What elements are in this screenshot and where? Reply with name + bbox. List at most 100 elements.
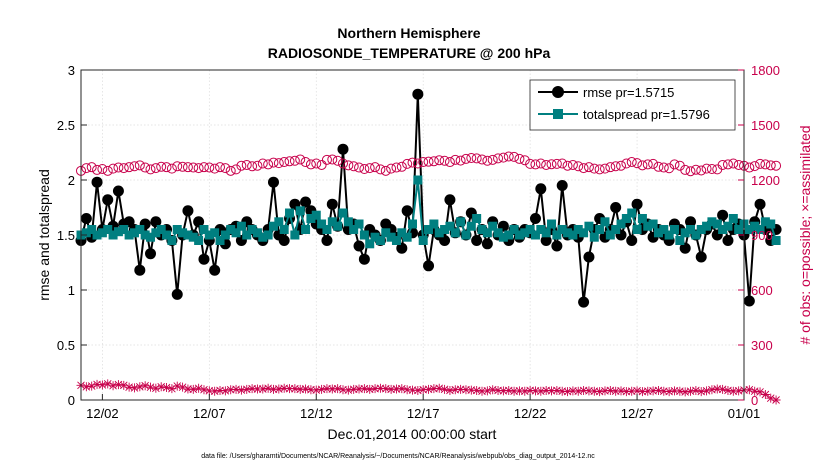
possible-obs-point [690, 164, 701, 175]
possible-obs-point [749, 161, 760, 172]
series-possible [76, 151, 782, 177]
totalspread-point [696, 225, 706, 234]
assimilated-obs-point [477, 386, 487, 396]
possible-obs-point [621, 158, 632, 169]
totalspread-point [563, 228, 573, 238]
assimilated-obs-point [675, 386, 685, 396]
totalspread-point [97, 228, 107, 238]
possible-obs-point [343, 160, 354, 171]
assimilated-obs-point [413, 385, 423, 395]
totalspread-point [675, 236, 685, 245]
assimilated-obs-point [637, 387, 647, 397]
rmse-point [695, 251, 707, 263]
assimilated-obs-point [113, 380, 123, 390]
totalspread-point [616, 219, 626, 229]
assimilated-obs-point [664, 387, 674, 397]
possible-obs-point [498, 152, 509, 163]
rmse-point [326, 198, 338, 210]
x-tick-label: 12/27 [621, 406, 654, 421]
possible-obs-point [263, 159, 274, 170]
possible-obs-point [198, 162, 209, 173]
possible-obs-point [589, 163, 600, 174]
rmse-point [300, 196, 312, 208]
possible-obs-point [305, 159, 316, 170]
totalspread-point [589, 232, 599, 242]
series-totalspread [76, 175, 781, 249]
assimilated-obs-point [584, 386, 594, 396]
possible-obs-point [156, 161, 167, 172]
possible-obs-point [380, 165, 391, 176]
assimilated-obs-point [734, 386, 744, 396]
assimilated-obs-point [461, 385, 471, 395]
possible-obs-point [530, 159, 541, 170]
assimilated-obs-point [493, 385, 503, 395]
assimilated-obs-point [204, 386, 214, 396]
assimilated-obs-point [605, 385, 615, 395]
possible-obs-point [669, 159, 680, 170]
possible-obs-point [637, 160, 648, 171]
assimilated-obs-point [317, 384, 327, 394]
possible-obs-point [348, 161, 359, 172]
possible-obs-point [166, 163, 177, 174]
totalspread-point [317, 219, 327, 229]
assimilated-obs-point [632, 386, 642, 396]
totalspread-point [669, 225, 679, 234]
rmse-point [150, 216, 162, 228]
assimilated-obs-point [568, 386, 578, 396]
totalspread-point [771, 236, 781, 245]
rmse-point [685, 216, 697, 228]
possible-obs-point [209, 163, 220, 174]
possible-obs-point [225, 165, 236, 176]
y-axis-right-ticks: 0 300 600 900 1200 1500 1800 [738, 63, 780, 408]
possible-obs-point [733, 159, 744, 170]
possible-obs-point [578, 163, 589, 174]
possible-obs-point [102, 165, 113, 176]
possible-obs-point [134, 160, 145, 171]
assimilated-obs-point [306, 385, 316, 395]
possible-obs-point [295, 154, 306, 165]
totalspread-point [306, 214, 316, 223]
totalspread-point [424, 225, 434, 234]
possible-obs-point [321, 154, 332, 165]
totalspread-point [627, 208, 637, 218]
totalspread-point [156, 225, 166, 234]
possible-obs-point [626, 157, 637, 168]
totalspread-point [258, 232, 268, 242]
totalspread-point [712, 219, 722, 229]
totalspread-point [734, 225, 744, 234]
rmse-point [679, 242, 691, 254]
possible-obs-point [300, 157, 311, 168]
assimilated-obs-point [755, 387, 765, 397]
assimilated-obs-point [434, 383, 444, 393]
totalspread-point [119, 225, 129, 234]
rmse-point [722, 235, 734, 246]
totalspread-point [268, 221, 278, 231]
possible-obs-point [289, 155, 300, 166]
totalspread-point [418, 236, 428, 245]
assimilated-obs-point [536, 386, 546, 396]
possible-obs-point [172, 161, 183, 172]
rmse-point [583, 251, 595, 263]
possible-obs-point [236, 160, 247, 171]
assimilated-obs-point [595, 387, 605, 397]
assimilated-obs-point [188, 384, 198, 394]
y-left-tick-label: 0.5 [57, 338, 75, 353]
possible-obs-point [717, 159, 728, 170]
assimilated-obs-point [718, 384, 728, 394]
totalspread-point [402, 232, 412, 242]
possible-obs-point [664, 163, 675, 174]
assimilated-obs-point [498, 386, 508, 396]
assimilated-obs-point [236, 385, 246, 395]
rmse-point [321, 235, 333, 246]
assimilated-obs-point [375, 383, 385, 393]
possible-obs-point [706, 164, 717, 174]
rmse-point [626, 235, 638, 246]
totalspread-point [557, 225, 567, 234]
possible-obs-point [509, 151, 520, 162]
possible-obs-point [551, 158, 562, 169]
possible-obs-point [439, 155, 450, 166]
possible-obs-point [268, 157, 279, 168]
totalspread-point [183, 230, 193, 240]
totalspread-point [637, 214, 647, 223]
y-right-tick-label: 0 [751, 393, 758, 408]
